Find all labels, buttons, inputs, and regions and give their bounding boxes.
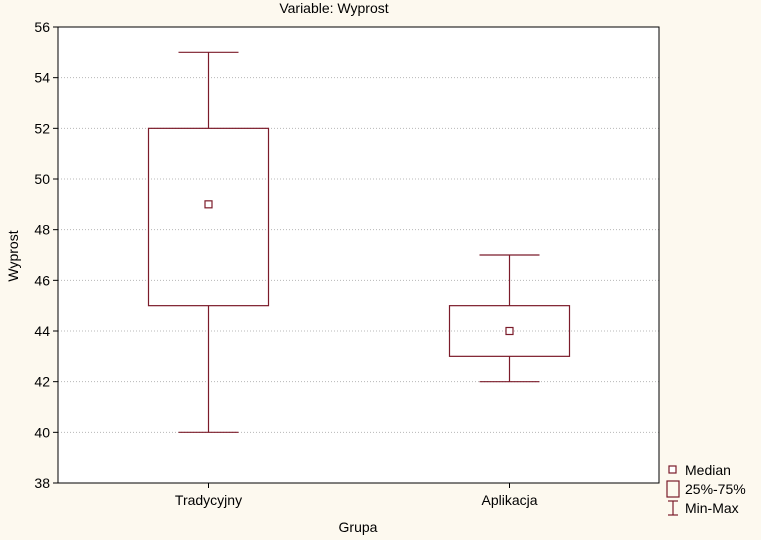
legend: Median 25%-75% Min-Max	[666, 462, 746, 516]
legend-box-swatch	[666, 480, 680, 498]
y-tick-label: 40	[34, 424, 50, 440]
y-tick-label: 50	[34, 171, 50, 187]
plot-area: 38 40 42 44 46 48 50 52 54 56 Tradycyjny Aplikacja	[34, 19, 660, 508]
legend-entry-box: 25%-75%	[666, 480, 746, 498]
legend-entry-whisker: Min-Max	[668, 500, 739, 516]
y-tick-label: 42	[34, 374, 50, 390]
y-tick-label: 52	[34, 120, 50, 136]
y-axis-label: Wyprost	[5, 230, 21, 281]
y-tick-label: 54	[34, 70, 50, 86]
y-tick-label: 48	[34, 222, 50, 238]
median-marker	[505, 326, 514, 336]
median-marker	[204, 200, 213, 209]
legend-label: 25%-75%	[685, 481, 746, 497]
y-tick-label: 46	[34, 272, 50, 288]
legend-label: Median	[685, 462, 731, 478]
plot-frame	[57, 26, 660, 484]
x-tick-label: Aplikacja	[481, 492, 537, 508]
iqr-box	[448, 305, 571, 357]
box-group-aplikacja: Aplikacja	[448, 254, 571, 508]
x-axis-label: Grupa	[339, 519, 378, 535]
chart-title: Variable: Wyprost	[279, 0, 388, 16]
y-tick-label: 56	[34, 19, 50, 35]
y-tick-label: 38	[34, 475, 50, 491]
plot-background	[58, 27, 659, 483]
box-group-tradycyjny: Tradycyjny	[147, 51, 270, 508]
legend-entry-median-marker: Median	[668, 462, 731, 478]
x-tick-label: Tradycyjny	[175, 492, 242, 508]
y-tick-label: 44	[34, 323, 50, 339]
legend-label: Min-Max	[685, 500, 739, 516]
legend-median-swatch	[668, 465, 677, 474]
iqr-box	[147, 127, 270, 307]
